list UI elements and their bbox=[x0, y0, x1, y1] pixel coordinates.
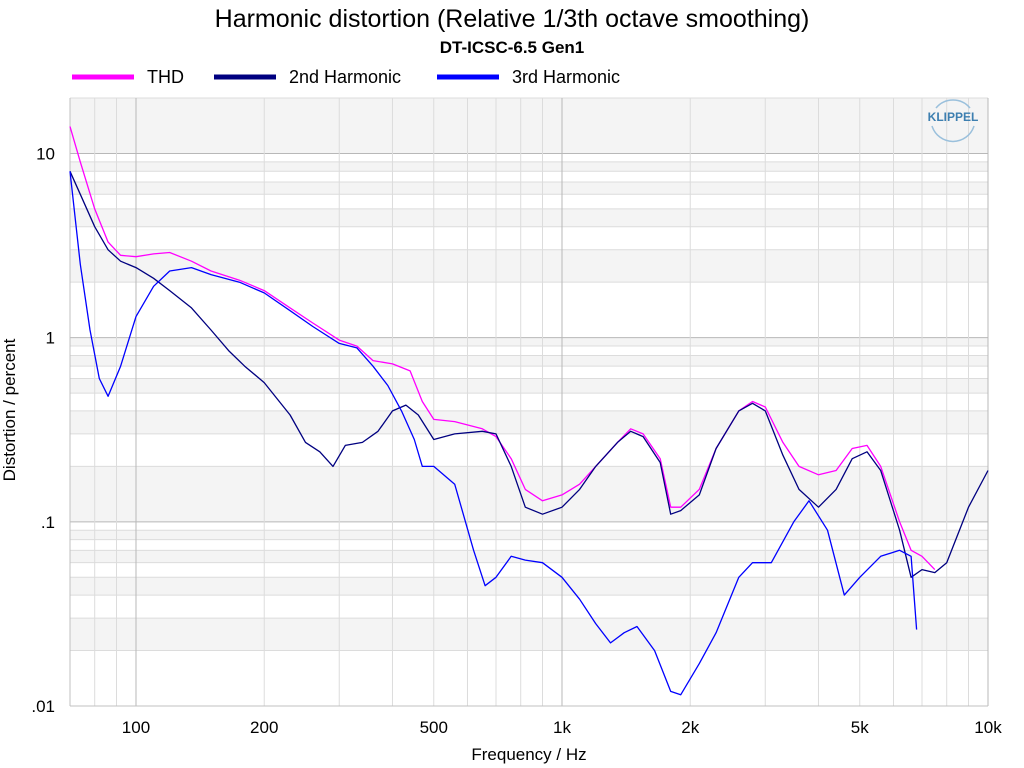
x-tick-label: 1k bbox=[553, 718, 571, 737]
legend-label-3rd-harmonic: 3rd Harmonic bbox=[512, 67, 620, 87]
x-tick-label: 5k bbox=[851, 718, 869, 737]
plot-band bbox=[70, 208, 988, 227]
x-tick-label: 10k bbox=[974, 718, 1002, 737]
plot-band bbox=[70, 618, 988, 651]
x-tick-label: 200 bbox=[250, 718, 278, 737]
y-tick-label: 10 bbox=[36, 144, 55, 163]
plot-band bbox=[70, 577, 988, 596]
plot-band bbox=[70, 355, 988, 367]
plot-band bbox=[70, 466, 988, 522]
plot-band bbox=[70, 249, 988, 283]
x-axis-title: Frequency / Hz bbox=[471, 745, 586, 764]
plot-area bbox=[70, 98, 988, 706]
plot-band bbox=[70, 378, 988, 394]
plot-background-bands bbox=[70, 98, 988, 706]
logo-arc-top bbox=[935, 99, 971, 109]
x-tick-label: 100 bbox=[122, 718, 150, 737]
plot-band bbox=[70, 410, 988, 434]
x-axis-ticks: 100 200 500 1k 2k 5k 10k bbox=[122, 718, 1002, 737]
chart-title: Harmonic distortion (Relative 1/3th octa… bbox=[215, 5, 810, 33]
plot-band bbox=[70, 530, 988, 540]
legend-label-thd: THD bbox=[147, 67, 184, 87]
chart-subtitle: DT-ICSC-6.5 Gen1 bbox=[440, 38, 585, 57]
logo-text: KLIPPEL bbox=[928, 110, 979, 124]
y-axis-ticks: 10 1 .1 .01 bbox=[31, 144, 55, 716]
plot-band bbox=[70, 337, 988, 347]
y-tick-label: 1 bbox=[46, 329, 55, 348]
legend: THD 2nd Harmonic 3rd Harmonic bbox=[72, 67, 620, 87]
logo-arc-bottom bbox=[931, 125, 975, 143]
x-tick-label: 2k bbox=[681, 718, 699, 737]
y-axis-title: Distortion / percent bbox=[0, 338, 19, 481]
legend-label-2nd-harmonic: 2nd Harmonic bbox=[289, 67, 401, 87]
plot-band bbox=[70, 181, 988, 195]
plot-band bbox=[70, 161, 988, 172]
plot-band bbox=[70, 98, 988, 154]
y-tick-label: .1 bbox=[41, 513, 55, 532]
series-line-thd bbox=[69, 126, 936, 571]
klippel-logo: KLIPPEL bbox=[928, 99, 979, 143]
plot-band bbox=[70, 550, 988, 563]
series-line-3rd-harmonic bbox=[69, 171, 918, 696]
y-tick-label: .01 bbox=[31, 697, 55, 716]
series-lines bbox=[69, 126, 989, 696]
series-line-2nd-harmonic bbox=[69, 171, 989, 578]
x-tick-label: 500 bbox=[420, 718, 448, 737]
grid-lines bbox=[69, 97, 989, 707]
